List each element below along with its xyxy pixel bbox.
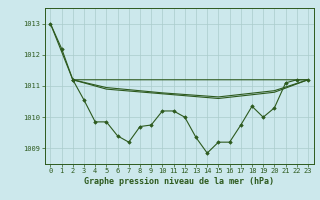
X-axis label: Graphe pression niveau de la mer (hPa): Graphe pression niveau de la mer (hPa) — [84, 177, 274, 186]
